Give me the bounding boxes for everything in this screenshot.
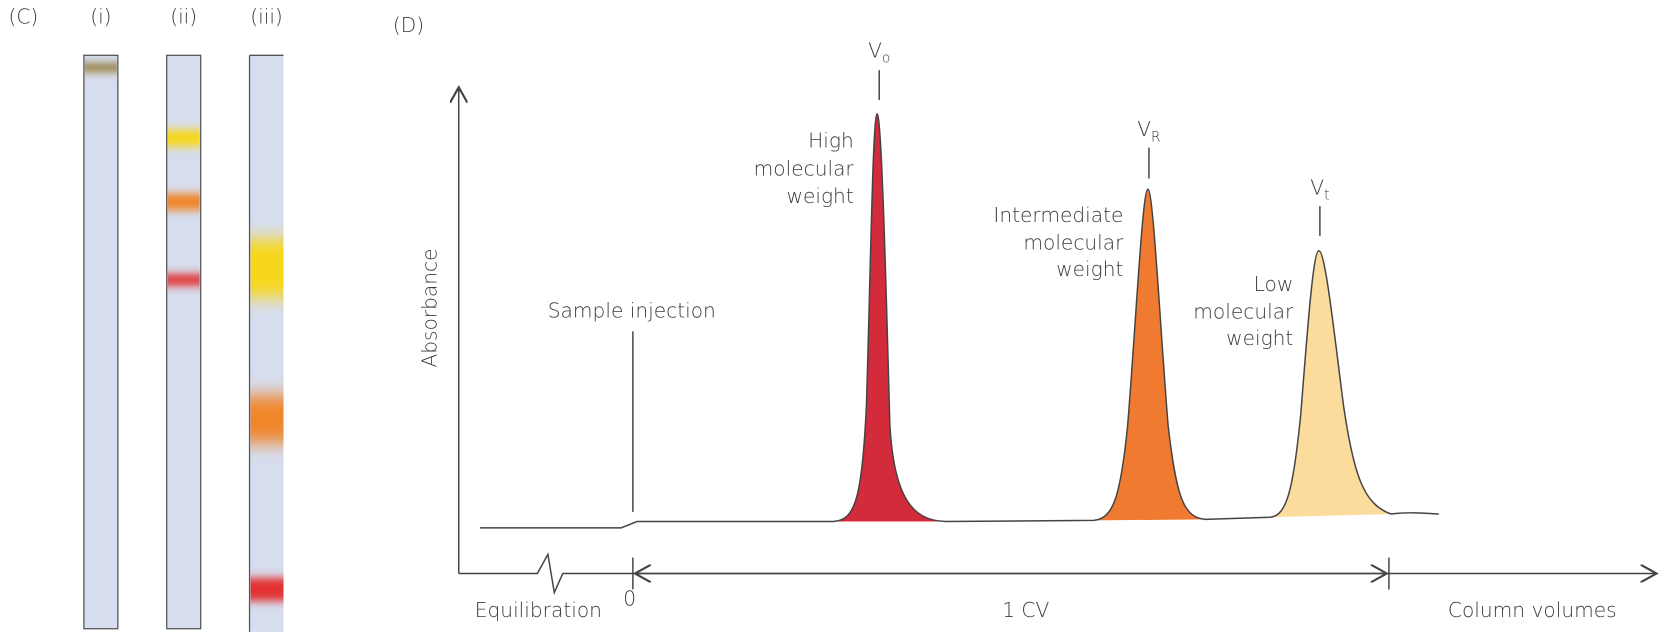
column (83, 54, 119, 630)
peak-label: molecular (1023, 231, 1124, 255)
peak-label: molecular (1193, 300, 1294, 324)
x-axis-label: Column volumes (1448, 598, 1617, 622)
peak-fill (833, 113, 946, 522)
column-label: (iii) (250, 4, 283, 28)
peak-fill (1093, 189, 1206, 521)
peak-marker: VR (1137, 117, 1160, 145)
peak-label: molecular (754, 156, 855, 180)
peak-marker: Vo (868, 38, 890, 66)
peak-fill (1269, 250, 1392, 518)
y-axis-label: Absorbance (417, 248, 441, 367)
chromatogram-trace (479, 112, 1439, 529)
span-label: 1 CV (1002, 598, 1049, 622)
peak-label: Low (1254, 272, 1294, 296)
peak-label: weight (786, 184, 853, 208)
peak-marker: Vt (1310, 175, 1329, 203)
peak-label: Intermediate (993, 203, 1123, 227)
peak-label: weight (1226, 326, 1293, 350)
panel-label: (D) (393, 13, 424, 37)
column (166, 54, 202, 630)
column-label: (ii) (170, 4, 197, 28)
peak-label: High (808, 129, 854, 153)
zero-label: 0 (623, 586, 636, 610)
equilibration-label: Equilibration (475, 598, 602, 622)
column-label: (i) (90, 4, 111, 28)
panel-label: (C) (8, 4, 38, 28)
injection-label: Sample injection (548, 299, 716, 323)
column (248, 54, 284, 632)
peak-label: weight (1056, 257, 1123, 281)
